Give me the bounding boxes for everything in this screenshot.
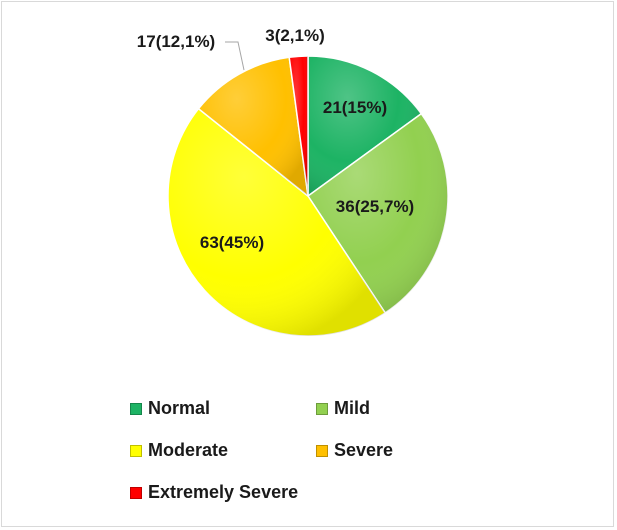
- pie-slice-shading-mild: [308, 113, 448, 313]
- legend-item-normal: Normal: [130, 398, 210, 419]
- leader-line-severe: [225, 41, 245, 71]
- legend-swatch-moderate: [130, 444, 142, 457]
- data-label-moderate: 63(45%): [200, 233, 264, 252]
- legend-item-mild: Mild: [316, 398, 370, 419]
- pie-slice-shading-moderate: [167, 108, 386, 337]
- legend-label-severe: Severe: [334, 440, 394, 460]
- legend-label-moderate: Moderate: [148, 440, 229, 460]
- legend-label-normal: Normal: [148, 398, 211, 418]
- pie-slices: [167, 55, 449, 337]
- data-label-normal: 21(15%): [323, 98, 387, 117]
- legend-swatch-mild: [316, 402, 328, 415]
- pie-slice-shading-normal: [308, 56, 422, 196]
- legend-item-severe: Severe: [316, 440, 393, 461]
- legend-item-moderate: Moderate: [130, 440, 228, 461]
- legend-label-mild: Mild: [334, 398, 370, 418]
- data-label-mild: 36(25,7%): [336, 197, 414, 216]
- legend-swatch-severe: [316, 444, 328, 457]
- legend-swatch-extremely-severe: [130, 486, 142, 499]
- data-label-severe: 17(12,1%): [137, 32, 215, 51]
- legend-label-extremely-severe: Extremely Severe: [148, 482, 299, 502]
- pie-labels: 21(15%) 36(25,7%) 63(45%) 17(12,1%) 3(2,1%): [137, 26, 414, 252]
- pie-slice-shading-extremely-severe: [289, 56, 308, 196]
- legend-swatch-normal: [130, 402, 142, 415]
- legend-item-extremely-severe: Extremely Severe: [130, 482, 298, 503]
- data-label-extremely-severe: 3(2,1%): [265, 26, 325, 45]
- pie-slice-shading-severe: [198, 57, 308, 196]
